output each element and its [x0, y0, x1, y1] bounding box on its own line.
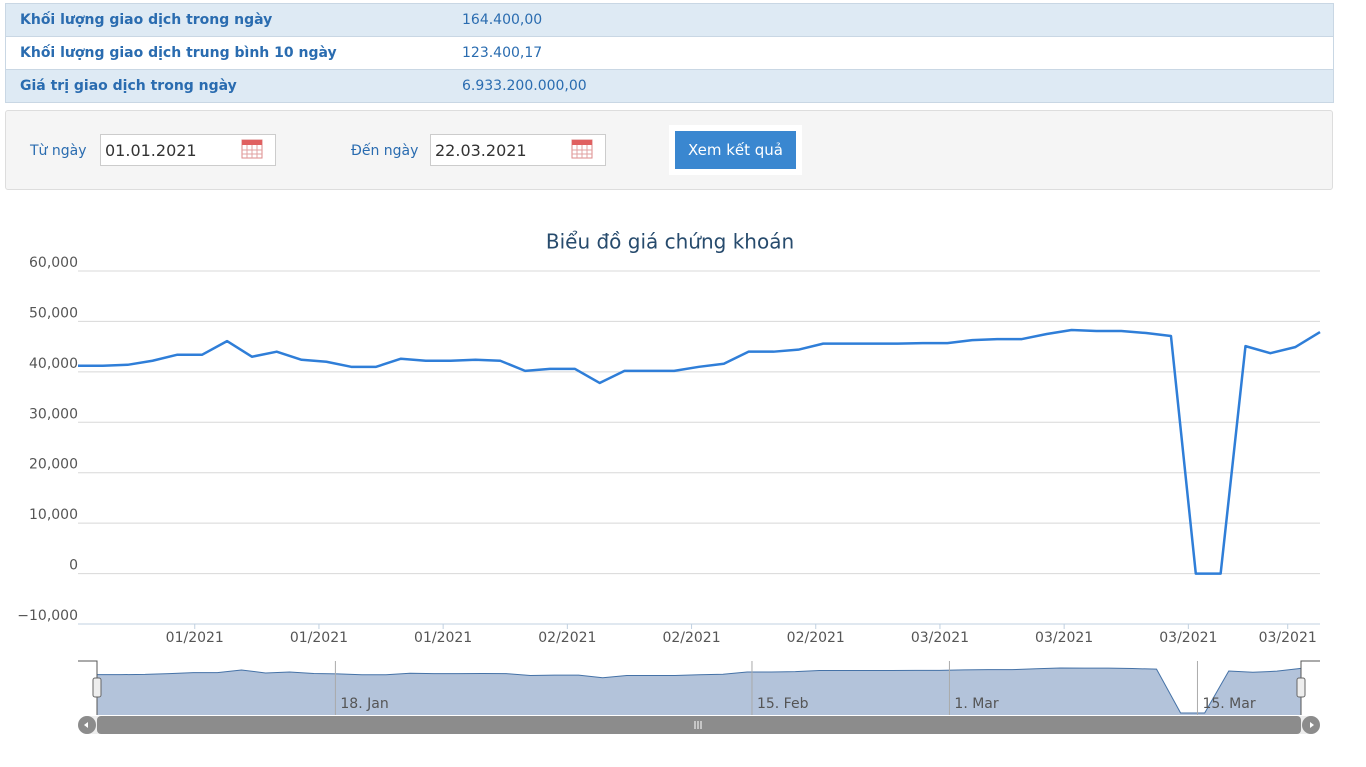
to-input[interactable]: 22.03.2021 — [430, 134, 606, 166]
to-label: Đến ngày — [351, 143, 419, 159]
row-label: Giá trị giao dịch trong ngày — [20, 78, 237, 94]
x-tick-label: 01/2021 — [414, 630, 472, 646]
navigator-handle[interactable] — [92, 677, 102, 698]
y-tick-label: 0 — [69, 558, 78, 574]
from-input[interactable]: 01.01.2021 — [100, 134, 276, 166]
date-form: Từ ngày 01.01.2021 Đến ngày 22.03.2021 X… — [5, 110, 1333, 190]
navigator-line — [97, 667, 1302, 714]
scrollbar-thumb[interactable] — [97, 716, 1301, 734]
y-tick-label: 50,000 — [29, 305, 78, 321]
y-tick-label: 30,000 — [29, 406, 78, 422]
row-value: 123.400,17 — [462, 45, 543, 61]
to-value: 22.03.2021 — [435, 141, 527, 160]
calendar-icon[interactable] — [241, 139, 263, 159]
x-tick-label: 01/2021 — [290, 630, 348, 646]
submit-button[interactable]: Xem kết quả — [675, 131, 796, 169]
navigator-tick-label: 18. Jan — [340, 696, 388, 712]
table-row: Khối lượng giao dịch trung bình 10 ngày 1… — [5, 37, 1334, 70]
button-wrap: Xem kết quả — [669, 125, 802, 175]
navigator-tick-label: 1. Mar — [954, 696, 998, 712]
from-label: Từ ngày — [30, 143, 87, 159]
row-value: 164.400,00 — [462, 12, 543, 28]
y-tick-label: 40,000 — [29, 356, 78, 372]
table-row: Khối lượng giao dịch trong ngày 164.400,0… — [5, 3, 1334, 37]
x-tick-label: 03/2021 — [1035, 630, 1093, 646]
navigator-tick-label: 15. Mar — [1202, 696, 1255, 712]
y-tick-label: −10,000 — [17, 608, 78, 624]
arrow — [84, 722, 88, 728]
x-tick-label: 02/2021 — [538, 630, 596, 646]
y-tick-label: 60,000 — [29, 255, 78, 271]
arrow — [1310, 722, 1314, 728]
row-label: Khối lượng giao dịch trung bình 10 ngày — [20, 45, 337, 61]
table-row: Giá trị giao dịch trong ngày 6.933.200.00… — [5, 70, 1334, 103]
chart: Biểu đồ giá chứng khoán −10,000 0 10,000 20… — [17, 230, 1321, 734]
x-tick-label: 03/2021 — [1259, 630, 1317, 646]
row-value: 6.933.200.000,00 — [462, 78, 587, 94]
calendar-icon[interactable] — [571, 139, 593, 159]
x-tick-label: 03/2021 — [1159, 630, 1217, 646]
y-tick-label: 20,000 — [29, 457, 78, 473]
navigator-handle[interactable] — [1296, 677, 1306, 698]
price-line — [78, 328, 1321, 575]
grip — [694, 721, 702, 729]
row-label: Khối lượng giao dịch trong ngày — [20, 12, 273, 28]
navigator-area — [97, 668, 1301, 715]
x-tick-label: 02/2021 — [787, 630, 845, 646]
y-tick-label: 10,000 — [29, 507, 78, 523]
chart-title: Biểu đồ giá chứng khoán — [546, 230, 794, 254]
x-tick-label: 02/2021 — [662, 630, 720, 646]
navigator-tick-label: 15. Feb — [757, 696, 809, 712]
x-tick-label: 03/2021 — [911, 630, 969, 646]
x-tick-label: 01/2021 — [166, 630, 224, 646]
from-value: 01.01.2021 — [105, 141, 197, 160]
